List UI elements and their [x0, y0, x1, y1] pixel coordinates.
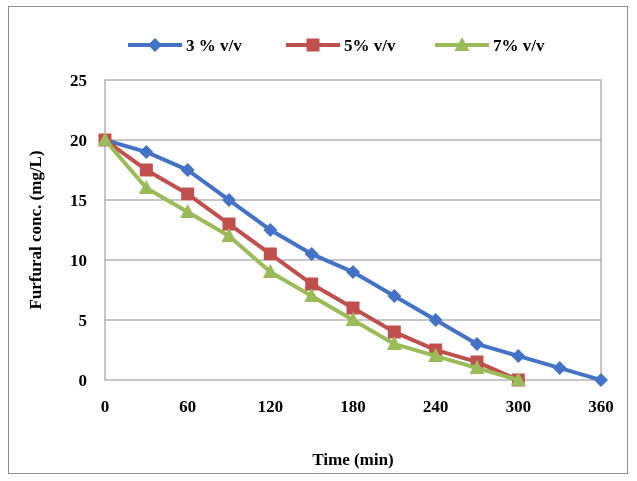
y-tick-label-5: 5: [79, 311, 88, 330]
legend: 3 % v/v 5% v/v 7% v/v: [128, 36, 545, 55]
series-1-point-11: [552, 361, 567, 375]
series-1-point-7: [387, 289, 402, 303]
series-1-point-5: [304, 247, 319, 261]
series-2-point-6: [346, 301, 360, 315]
series-2-point-1: [139, 163, 153, 177]
series-1-point-3: [222, 193, 236, 207]
series-3-point-8: [428, 348, 444, 362]
series-3-point-10: [510, 372, 526, 386]
series-1-point-2: [180, 163, 195, 177]
series-2-point-7: [387, 325, 401, 339]
series-3-point-0: [97, 132, 113, 146]
series-1-point-10: [511, 349, 526, 363]
series-3-point-4: [262, 264, 278, 278]
x-tick-label-60: 60: [179, 397, 196, 416]
series-3-point-5: [304, 288, 320, 302]
x-axis-ticks: 0 60 120 180 240 300 360: [101, 397, 614, 416]
x-axis-title: Time (min): [312, 450, 393, 469]
series-3-point-6: [345, 312, 361, 326]
series-3-point-3: [221, 228, 237, 242]
legend-marker-1: [148, 38, 162, 52]
plot-area: [104, 79, 602, 381]
legend-item-2: 5% v/v: [286, 36, 396, 55]
series-layer: [97, 132, 608, 387]
series-3-point-7: [386, 336, 402, 350]
x-tick-label-180: 180: [340, 397, 366, 416]
series-3-point-2: [180, 204, 196, 218]
legend-marker-3: [454, 37, 470, 51]
x-tick-label-120: 120: [258, 397, 284, 416]
y-tick-label-15: 15: [70, 191, 87, 210]
series-3-point-1: [138, 180, 154, 194]
series-3-point-9: [469, 360, 485, 374]
y-axis-title: Furfural conc. (mg/L): [26, 150, 45, 309]
series-2-point-2: [181, 187, 195, 201]
series-3: [97, 132, 526, 386]
x-tick-label-300: 300: [506, 397, 532, 416]
series-1-point-9: [470, 337, 484, 351]
legend-item-1: 3 % v/v: [128, 36, 242, 55]
y-tick-label-0: 0: [79, 371, 88, 390]
series-2-point-4: [263, 247, 277, 261]
y-tick-label-10: 10: [70, 251, 87, 270]
series-1-point-1: [139, 145, 154, 159]
legend-item-3: 7% v/v: [435, 36, 545, 55]
series-2-point-5: [305, 277, 319, 291]
x-tick-label-240: 240: [423, 397, 449, 416]
series-1-point-4: [263, 223, 278, 237]
series-2-point-3: [222, 217, 236, 231]
series-1: [98, 133, 608, 387]
legend-label-2: 5% v/v: [344, 36, 396, 55]
x-tick-label-360: 360: [588, 397, 614, 416]
series-1-point-12: [594, 373, 608, 387]
legend-label-3: 7% v/v: [493, 36, 545, 55]
series-1-point-8: [428, 313, 443, 327]
legend-marker-2: [306, 38, 320, 52]
legend-label-1: 3 % v/v: [186, 36, 242, 55]
series-1-point-6: [346, 265, 360, 279]
y-axis-ticks: 0 5 10 15 20 25: [70, 71, 87, 390]
x-tick-label-0: 0: [101, 397, 110, 416]
y-tick-label-20: 20: [70, 131, 87, 150]
y-tick-label-25: 25: [70, 71, 87, 90]
